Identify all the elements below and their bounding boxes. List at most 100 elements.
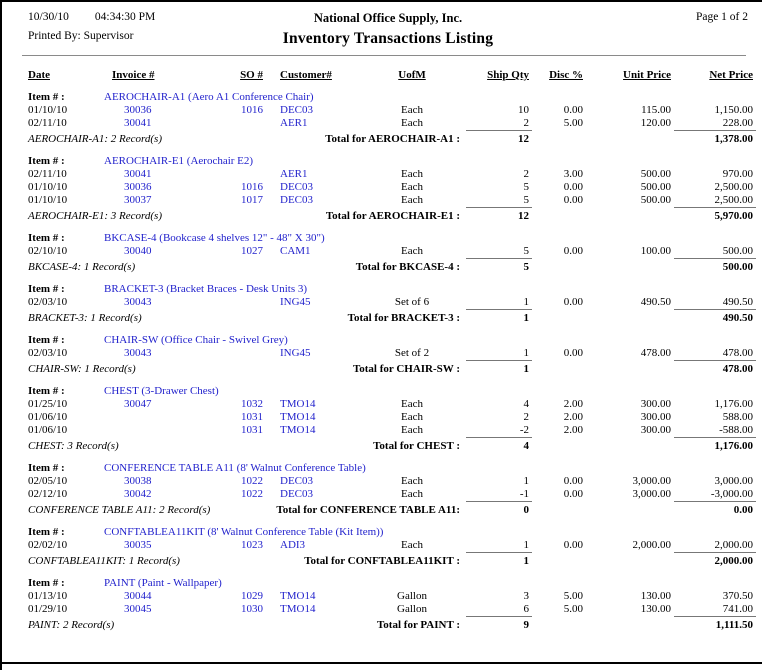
print-time: 04:34:30 PM bbox=[94, 11, 156, 23]
item-header-row: Item # : CHAIR-SW (Office Chair - Swivel … bbox=[28, 325, 756, 347]
ship-qty-cell: 1 bbox=[523, 475, 530, 487]
net-price-cell: 228.00 bbox=[722, 117, 753, 129]
column-header-2: SO # bbox=[214, 69, 266, 82]
customer-cell: TMO14 bbox=[280, 398, 316, 410]
date-cell: 01/10/10 bbox=[28, 181, 68, 193]
item-header-row: Item # : CHEST (3-Drawer Chest) bbox=[28, 376, 756, 398]
section-total-row: BKCASE-4: 1 Record(s) Total for BKCASE-4 … bbox=[28, 258, 756, 274]
so-cell: 1029 bbox=[241, 590, 263, 602]
unit-price-cell: 300.00 bbox=[640, 424, 671, 436]
page-number: Page 1 of 2 bbox=[695, 11, 748, 23]
invoice-cell: 30047 bbox=[124, 398, 152, 410]
item-number-label: Item # : bbox=[28, 155, 65, 167]
customer-cell: DEC03 bbox=[280, 475, 313, 487]
customer-cell: AER1 bbox=[280, 168, 308, 180]
disc-cell: 0.00 bbox=[563, 194, 583, 206]
item-number-label: Item # : bbox=[28, 91, 65, 103]
ship-qty-cell: 2 bbox=[523, 168, 530, 180]
printed-by: Printed By: Supervisor bbox=[28, 30, 134, 42]
invoice-cell: 30043 bbox=[124, 296, 152, 308]
uom-cell: Each bbox=[401, 424, 423, 436]
so-cell: 1031 bbox=[241, 411, 263, 423]
transaction-row: 02/05/10 30038 1022 DEC03 Each 1 0.00 3,000.00 3… bbox=[28, 475, 756, 488]
unit-price-cell: 478.00 bbox=[640, 347, 671, 359]
total-ship-qty: 12 bbox=[466, 207, 532, 223]
record-count: CHEST: 3 Record(s) bbox=[28, 439, 119, 452]
ship-qty-cell: 4 bbox=[523, 398, 530, 410]
ship-qty-cell: 6 bbox=[523, 603, 530, 615]
unit-price-cell: 500.00 bbox=[640, 168, 671, 180]
column-header-0: Date bbox=[28, 69, 104, 82]
unit-price-cell: 100.00 bbox=[640, 245, 671, 257]
item-description: BKCASE-4 (Bookcase 4 shelves 12" - 48" X… bbox=[104, 232, 325, 244]
invoice-cell: 30044 bbox=[124, 590, 152, 602]
transaction-row: 01/06/10 1031 TMO14 Each 2 2.00 300.00 588.00 bbox=[28, 411, 756, 424]
total-label: Total for AEROCHAIR-A1 : bbox=[325, 132, 460, 145]
so-cell bbox=[214, 168, 266, 181]
disc-cell: 0.00 bbox=[563, 488, 583, 500]
transaction-row: 01/25/10 30047 1032 TMO14 Each 4 2.00 300.00 1,1… bbox=[28, 398, 756, 411]
item-number-label: Item # : bbox=[28, 283, 65, 295]
total-ship-qty: 1 bbox=[466, 552, 532, 568]
invoice-cell: 30045 bbox=[124, 603, 152, 615]
section-total-row: CHAIR-SW: 1 Record(s) Total for CHAIR-SW … bbox=[28, 360, 756, 377]
disc-cell: 0.00 bbox=[563, 104, 583, 116]
company-name: National Office Supply, Inc. bbox=[313, 11, 463, 25]
date-cell: 02/02/10 bbox=[28, 539, 68, 551]
unit-price-cell: 300.00 bbox=[640, 411, 671, 423]
date-cell: 01/10/10 bbox=[28, 194, 68, 206]
total-unit-spacer bbox=[586, 361, 674, 377]
column-header-row: Date Invoice # SO # Customer# UofM Ship Qty Di… bbox=[28, 69, 756, 82]
disc-cell: 5.00 bbox=[563, 590, 583, 602]
date-cell: 01/29/10 bbox=[28, 603, 68, 615]
total-unit-spacer bbox=[586, 208, 674, 224]
date-cell: 02/11/10 bbox=[28, 117, 67, 129]
ship-qty-cell: 5 bbox=[523, 181, 530, 193]
header-center: National Office Supply, Inc. Inventory T… bbox=[243, 11, 533, 48]
net-price-cell: -588.00 bbox=[719, 424, 753, 436]
unit-price-cell: 3,000.00 bbox=[632, 488, 672, 500]
so-cell bbox=[214, 117, 266, 131]
column-header-1: Invoice # bbox=[104, 69, 214, 82]
so-cell: 1031 bbox=[241, 424, 263, 436]
net-price-cell: 2,000.00 bbox=[714, 539, 754, 551]
total-net-price: 500.00 bbox=[674, 258, 756, 274]
net-price-cell: 3,000.00 bbox=[714, 475, 754, 487]
transaction-row: 02/03/10 30043 ING45 Set of 6 1 0.00 490.50 490… bbox=[28, 296, 756, 310]
customer-cell: ING45 bbox=[280, 296, 311, 308]
uom-cell: Set of 6 bbox=[394, 296, 430, 308]
total-disc-spacer bbox=[532, 310, 586, 326]
total-disc-spacer bbox=[532, 438, 586, 454]
unit-price-cell: 500.00 bbox=[640, 194, 671, 206]
customer-cell: CAM1 bbox=[280, 245, 311, 257]
record-count: AEROCHAIR-A1: 2 Record(s) bbox=[28, 132, 162, 145]
total-disc-spacer bbox=[532, 553, 586, 569]
total-net-price: 5,970.00 bbox=[674, 207, 756, 223]
transaction-row: 01/10/10 30037 1017 DEC03 Each 5 0.00 500.00 2,5… bbox=[28, 194, 756, 208]
invoice-cell: 30036 bbox=[124, 104, 152, 116]
date-cell: 02/11/10 bbox=[28, 168, 67, 180]
column-header-3: Customer# bbox=[266, 69, 358, 82]
unit-price-cell: 120.00 bbox=[640, 117, 671, 129]
net-price-cell: 478.00 bbox=[722, 347, 753, 359]
column-header-label: UofM bbox=[398, 69, 426, 81]
total-net-price: 1,378.00 bbox=[674, 130, 756, 146]
total-disc-spacer bbox=[532, 208, 586, 224]
net-price-cell: 500.00 bbox=[722, 245, 753, 257]
total-label: Total for AEROCHAIR-E1 : bbox=[325, 209, 460, 222]
date-cell: 02/12/10 bbox=[28, 488, 68, 500]
item-header-row: Item # : CONFTABLEA11KIT (8' Walnut Confe… bbox=[28, 517, 756, 539]
total-disc-spacer bbox=[532, 502, 586, 518]
transaction-row: 02/12/10 30042 1022 DEC03 Each -1 0.00 3,000.00… bbox=[28, 488, 756, 502]
net-price-cell: 1,150.00 bbox=[714, 104, 754, 116]
total-ship-qty: 9 bbox=[466, 616, 532, 632]
total-ship-qty: 4 bbox=[466, 437, 532, 453]
item-description: AEROCHAIR-A1 (Aero A1 Conference Chair) bbox=[104, 91, 314, 103]
column-header-label: Date bbox=[28, 69, 50, 81]
report-title: Inventory Transactions Listing bbox=[282, 30, 494, 47]
net-price-cell: 741.00 bbox=[722, 603, 753, 615]
so-cell: 1027 bbox=[241, 245, 263, 257]
date-cell: 01/13/10 bbox=[28, 590, 68, 602]
net-price-cell: 490.50 bbox=[722, 296, 753, 308]
ship-qty-cell: 1 bbox=[523, 539, 530, 551]
